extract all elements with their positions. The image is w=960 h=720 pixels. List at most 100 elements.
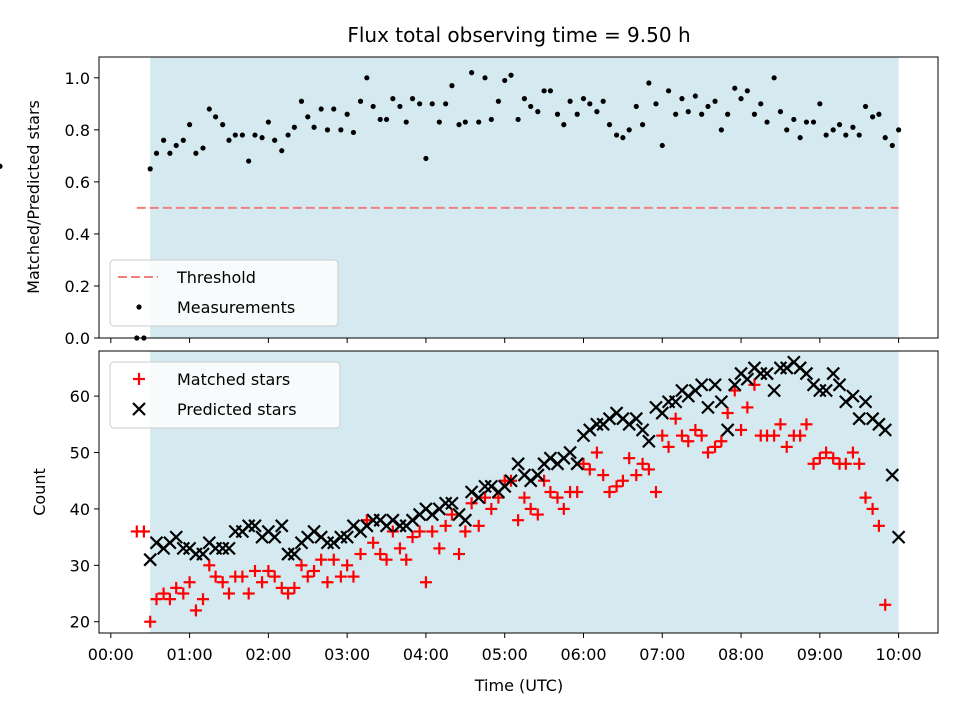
matched-star-point — [827, 452, 840, 465]
matched-star-point — [282, 587, 295, 600]
measurement-point — [554, 111, 561, 117]
predicted-legend-marker — [132, 402, 146, 416]
measurement-point — [344, 111, 350, 117]
measurement-point — [423, 155, 429, 162]
measurement-point — [212, 114, 219, 120]
measurement-point — [528, 103, 534, 110]
x-axis-label: Time (UTC) — [474, 676, 563, 695]
predicted-star-point — [511, 457, 525, 471]
measurement-point — [502, 77, 508, 84]
predicted-star-point — [267, 530, 282, 544]
matched-star-point — [288, 581, 301, 594]
measurement-point — [279, 148, 285, 154]
predicted-stars-points — [143, 355, 906, 567]
measurement-point — [180, 137, 186, 143]
measurements-legend-label: Measurements — [177, 298, 295, 317]
measurement-point — [744, 88, 750, 94]
measurement-point — [338, 127, 344, 133]
matched-star-point — [242, 587, 255, 600]
matched-star-point — [866, 502, 879, 515]
predicted-star-point — [813, 383, 827, 398]
count-panel: 20 30 40 50 60 00:00 01:00 02:00 03:00 04:00 05:0… — [30, 350, 939, 695]
measurement-point — [515, 116, 521, 123]
measurement-point — [587, 101, 593, 107]
x-tick-label: 05:00 — [482, 645, 528, 664]
measurement-point — [764, 119, 770, 125]
predicted-star-point — [858, 394, 873, 409]
measurement-point — [862, 103, 869, 110]
measurement-point — [456, 122, 462, 128]
top-x-ticks — [110, 338, 900, 343]
predicted-star-point — [714, 394, 729, 409]
matched-star-point — [321, 576, 334, 589]
measurement-point — [712, 98, 718, 104]
matched-star-point — [794, 429, 807, 442]
top-y-tick-label: 0.4 — [65, 225, 90, 244]
measurements-legend-marker — [136, 304, 142, 310]
predicted-star-point — [334, 530, 348, 544]
measurement-point — [673, 111, 679, 117]
measurement-point — [725, 111, 731, 117]
x-tick-label: 07:00 — [639, 645, 685, 664]
predicted-star-point — [753, 366, 768, 381]
predicted-star-point — [727, 378, 742, 392]
predicted-star-point — [694, 378, 709, 392]
predicted-star-point — [196, 547, 210, 561]
top-y-tick-label: 0.0 — [65, 329, 90, 348]
measurement-point — [771, 75, 777, 81]
measurement-point — [850, 124, 856, 130]
x-tick-label: 02:00 — [245, 645, 291, 664]
measurement-point — [843, 132, 849, 138]
measurement-point — [397, 103, 403, 110]
threshold-legend-label: Threshold — [176, 268, 256, 287]
measurement-point — [324, 127, 331, 133]
x-tick-label: 08:00 — [718, 645, 764, 664]
matched-star-point — [859, 491, 872, 504]
matched-star-point — [393, 542, 406, 555]
matched-star-point — [216, 576, 229, 589]
matched-star-point — [236, 570, 249, 583]
measurement-point — [876, 111, 882, 117]
predicted-star-point — [760, 366, 774, 381]
measurement-point — [594, 109, 600, 115]
bottom-y-tick-label: 60 — [70, 387, 90, 406]
measurement-point — [580, 96, 587, 102]
predicted-star-point — [176, 541, 191, 556]
matched-star-point — [597, 469, 610, 482]
matched-star-point — [590, 446, 603, 459]
measurement-point — [153, 150, 160, 156]
matched-star-point — [472, 519, 485, 532]
matched-star-point — [433, 542, 446, 555]
matched-star-point — [741, 401, 754, 414]
matched-star-point — [150, 593, 163, 606]
predicted-star-point — [340, 530, 354, 544]
x-tick-label: 00:00 — [88, 645, 134, 664]
measurement-point — [311, 124, 317, 130]
measurement-point — [488, 116, 494, 123]
matched-star-point — [728, 384, 741, 397]
measurement-point — [521, 96, 528, 102]
measurements-points — [0, 70, 902, 341]
measurement-point — [377, 116, 383, 123]
matched-star-point — [419, 576, 432, 589]
matched-star-point — [485, 502, 498, 515]
matched-star-point — [669, 412, 682, 425]
predicted-star-point — [478, 479, 492, 494]
measurement-point — [665, 88, 672, 94]
measurement-point — [541, 88, 547, 94]
measurement-point — [436, 119, 442, 125]
predicted-star-point — [320, 535, 335, 550]
x-tick-label: 09:00 — [797, 645, 843, 664]
measurement-point — [606, 122, 613, 128]
top-legend-box — [109, 259, 339, 327]
matched-star-point — [800, 418, 813, 431]
matched-star-point — [642, 463, 655, 476]
predicted-star-point — [531, 468, 545, 482]
measurement-point — [429, 101, 435, 107]
matched-star-point — [701, 446, 714, 459]
bottom-plot-frame — [98, 350, 939, 634]
predicted-star-point — [590, 417, 604, 432]
matched-star-point — [334, 570, 347, 583]
matched-star-point — [623, 452, 636, 465]
measurement-point — [449, 83, 455, 89]
